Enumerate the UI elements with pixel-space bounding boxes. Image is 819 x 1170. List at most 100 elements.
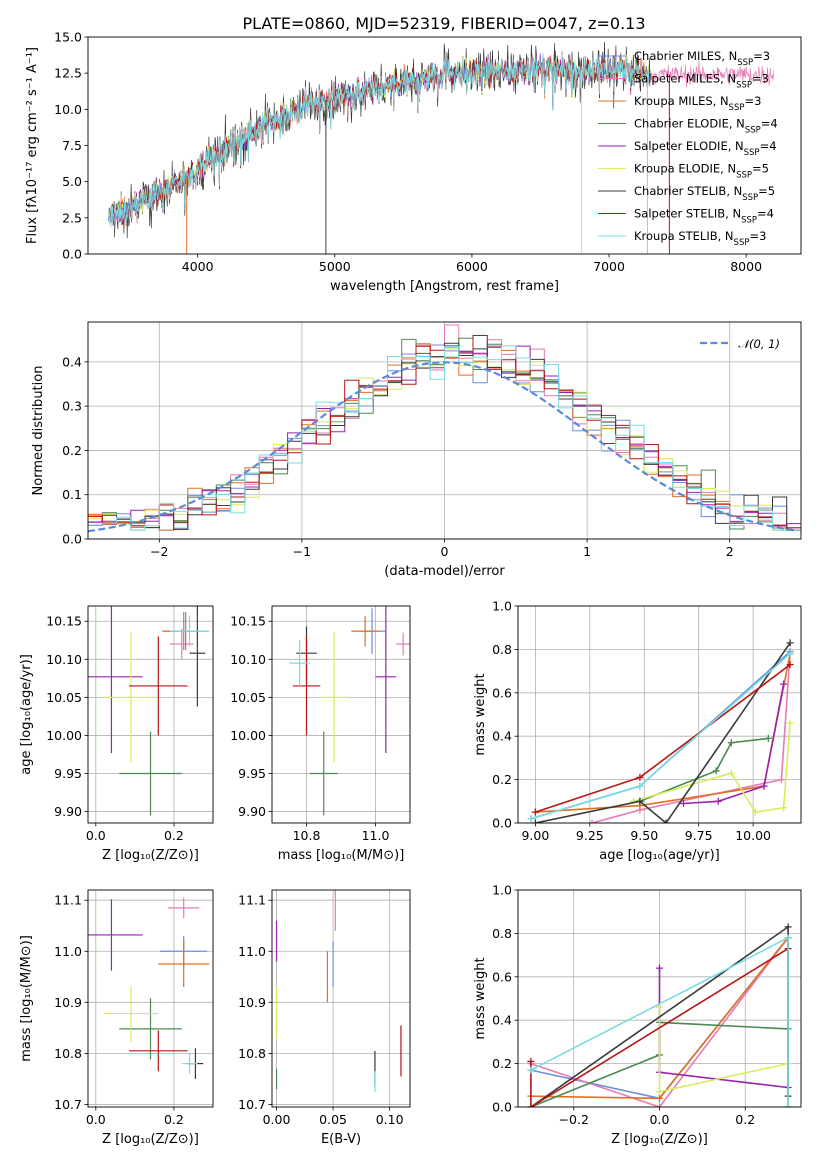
mass-weight-vs-age-xtick-label: 10.00 xyxy=(735,828,771,843)
mass-weight-vs-age-marker-salpeter_elodie xyxy=(714,797,722,805)
mass-weight-vs-Z-marker-kroupa_stelib xyxy=(784,934,792,942)
mass-weight-vs-age-xtick-label: 9.25 xyxy=(576,828,604,843)
mass-vs-ebv-frame xyxy=(271,889,411,1108)
spectrum-ytick-label: 5.0 xyxy=(62,174,82,189)
mass-weight-vs-age-xtick-label: 9.00 xyxy=(521,828,549,843)
residual-hist-xtick-label: 2 xyxy=(726,544,734,559)
legend-label-sub: SSP xyxy=(745,126,761,136)
mass-weight-vs-age-ytick-label: 0.8 xyxy=(492,642,512,657)
mass-weight-vs-age-marker-chabrier_elodie xyxy=(727,739,735,747)
age-vs-mass-axes: 10.8 11.0 9.90 9.95 10.00 10.05 10.10 10.15 mass… xyxy=(230,605,411,863)
age-vs-Z-xlabel: Z [log₁₀(Z/Z⊙)] xyxy=(102,848,199,863)
legend-label-suffix: =3 xyxy=(749,229,766,243)
mass-weight-vs-age-marker-kroupa_elodie xyxy=(727,769,735,777)
spectrum-xtick-label: 6000 xyxy=(456,259,488,274)
mass-weight-vs-age-marker-salpeter_miles xyxy=(777,776,785,784)
legend-label-text: Chabrier ELODIE, N xyxy=(634,117,745,131)
legend-label-kroupa_stelib: Kroupa STELIB, NSSP=3 xyxy=(634,229,766,248)
mass-vs-Z-ytick-label: 11.0 xyxy=(54,944,82,959)
mass-vs-Z-ylabel: mass [log₁₀(M/M⊙)] xyxy=(19,935,34,1062)
legend-label-text: Salpeter STELIB, N xyxy=(634,207,741,221)
residual-hist-xlabel: (data-model)/error xyxy=(384,564,505,579)
mass-weight-vs-age-line-salpeter_elodie xyxy=(683,683,785,805)
legend-label-suffix: =5 xyxy=(752,162,769,176)
legend-label-salpeter_miles: Salpeter MILES, NSSP=3 xyxy=(634,72,769,91)
mass-weight-vs-age-ytick-label: 0.6 xyxy=(492,685,512,700)
mass-weight-vs-age-marker-salpeter_miles xyxy=(588,819,596,823)
mass-vs-ebv-ytick-label: 10.9 xyxy=(238,995,266,1010)
legend-label-text: Salpeter MILES, N xyxy=(634,72,736,86)
mass-vs-ebv-xtick-label: 0.00 xyxy=(263,1112,291,1127)
mass-weight-vs-age-frame xyxy=(517,605,802,824)
mass-weight-vs-Z-line-salpeter_stelib xyxy=(530,947,789,1107)
mass-weight-vs-Z-marker-salpeter_stelib xyxy=(527,1057,535,1065)
mass-weight-vs-Z-xtick-label: 0.2 xyxy=(735,1112,755,1127)
age-vs-Z-ytick-label: 10.15 xyxy=(46,614,82,629)
residual-hist-ytick-label: 0.0 xyxy=(62,532,82,547)
legend-label-sub: SSP xyxy=(729,103,745,113)
mass-weight-vs-age-marker-chabrier_elodie xyxy=(764,734,772,742)
residual-hist-xtick-label: 1 xyxy=(583,544,591,559)
mass-weight-vs-Z-xtick-label: 0.0 xyxy=(650,1112,670,1127)
mass-vs-ebv-ytick-label: 11.0 xyxy=(238,944,266,959)
spectrum-axes: 4000 5000 6000 7000 8000 0.0 2.5 5.0 7.5 10.0 12.5… xyxy=(25,30,802,294)
mass-weight-vs-age-ytick-label: 0.0 xyxy=(492,816,512,831)
mass-weight-vs-age-plot-area xyxy=(518,606,801,823)
residual-hist-ytick-label: 0.1 xyxy=(62,487,82,502)
mass-weight-vs-Z-ylabel: mass weight xyxy=(473,957,488,1039)
mass-weight-vs-age-marker-chabrier_stelib xyxy=(662,819,670,823)
legend-label-suffix: =4 xyxy=(761,117,778,131)
mass-weight-vs-age-marker-chabrier_stelib xyxy=(636,797,644,805)
mass-weight-vs-Z-xtick-label: −0.2 xyxy=(559,1112,589,1127)
mass-vs-ebv-plot-area xyxy=(272,890,410,1107)
spectrum-ytick-label: 7.5 xyxy=(62,138,82,153)
mass-weight-vs-age-marker-salpeter_stelib xyxy=(636,773,644,781)
mass-weight-vs-Z-ytick-label: 0.6 xyxy=(492,969,512,984)
mass-weight-vs-Z-ytick-label: 1.0 xyxy=(492,883,512,898)
spectrum-ytick-label: 12.5 xyxy=(54,66,82,81)
mass-weight-vs-Z-marker-kroupa_elodie xyxy=(656,1003,663,1011)
legend-label-sub: SSP xyxy=(742,193,758,203)
legend-label-text: Salpeter ELODIE, N xyxy=(634,139,744,153)
mass-weight-vs-age-axes: 9.00 9.25 9.50 9.75 10.00 0.0 0.2 0.4 0.6 0.8 1.0 a… xyxy=(473,599,802,863)
age-vs-mass-xlabel: mass [log₁₀(M/M⊙)] xyxy=(278,848,405,863)
age-vs-Z-ylabel: age [log₁₀(age/yr)] xyxy=(19,654,34,775)
spectrum-ytick-label: 15.0 xyxy=(54,30,82,45)
spectrum-ytick-label: 10.0 xyxy=(54,102,82,117)
legend-label-kroupa_elodie: Kroupa ELODIE, NSSP=5 xyxy=(634,162,769,181)
mass-weight-vs-Z-ytick-label: 0.4 xyxy=(492,1013,512,1028)
spectrum-xtick-label: 4000 xyxy=(182,259,214,274)
figure-title: PLATE=0860, MJD=52319, FIBERID=0047, z=0… xyxy=(242,14,645,33)
mass-weight-vs-age-marker-kroupa_elodie xyxy=(751,808,759,816)
residual-hist-xtick-label: 0 xyxy=(441,544,449,559)
mass-weight-vs-age-marker-kroupa_elodie xyxy=(780,804,788,812)
legend-label-text: Chabrier MILES, N xyxy=(634,49,737,63)
age-vs-mass-plot-area xyxy=(272,606,410,823)
legend-label-suffix: =3 xyxy=(752,72,769,86)
age-vs-Z-frame xyxy=(87,605,214,824)
mass-weight-vs-age-marker-salpeter_elodie xyxy=(679,799,687,807)
legend-label-sub: SSP xyxy=(736,81,752,91)
mass-weight-vs-age-marker-kroupa_elodie xyxy=(786,719,794,727)
age-vs-Z-axes: 0.0 0.2 9.90 9.95 10.00 10.05 10.10 10.15 Z [log… xyxy=(19,605,214,863)
mass-weight-vs-Z-marker-kroupa_miles xyxy=(656,1094,663,1102)
mass-vs-ebv-xtick-label: 0.05 xyxy=(319,1112,347,1127)
mass-vs-Z-xtick-label: 0.0 xyxy=(86,1112,106,1127)
mass-vs-Z-ytick-label: 11.1 xyxy=(54,893,82,908)
mass-weight-vs-Z-marker-kroupa_stelib xyxy=(527,1066,535,1074)
mass-vs-Z-ytick-label: 10.7 xyxy=(54,1097,82,1112)
age-vs-Z-ytick-label: 10.05 xyxy=(46,690,82,705)
mass-weight-vs-Z-xlabel: Z [log₁₀(Z/Z⊙)] xyxy=(611,1132,708,1147)
residual-hist-xtick-label: −2 xyxy=(150,544,168,559)
legend-label-text: Kroupa ELODIE, N xyxy=(634,162,736,176)
age-vs-mass-ytick-label: 10.00 xyxy=(230,728,266,743)
mass-weight-vs-age-marker-salpeter_elodie xyxy=(780,680,788,688)
legend-label-suffix: =4 xyxy=(760,139,777,153)
spectrum-ytick-label: 0.0 xyxy=(62,247,82,262)
spectrum-plot-area xyxy=(88,37,801,254)
legend-label-chabrier_elodie: Chabrier ELODIE, NSSP=4 xyxy=(634,117,778,136)
legend-label-text: Chabrier STELIB, N xyxy=(634,184,742,198)
mass-vs-Z-axes: 0.0 0.2 10.7 10.8 10.9 11.0 11.1 Z [log₁₀(Z/Z⊙)… xyxy=(19,889,214,1147)
mass-weight-vs-age-line-chabrier_stelib xyxy=(535,642,791,823)
legend-label-sub: SSP xyxy=(736,171,752,181)
